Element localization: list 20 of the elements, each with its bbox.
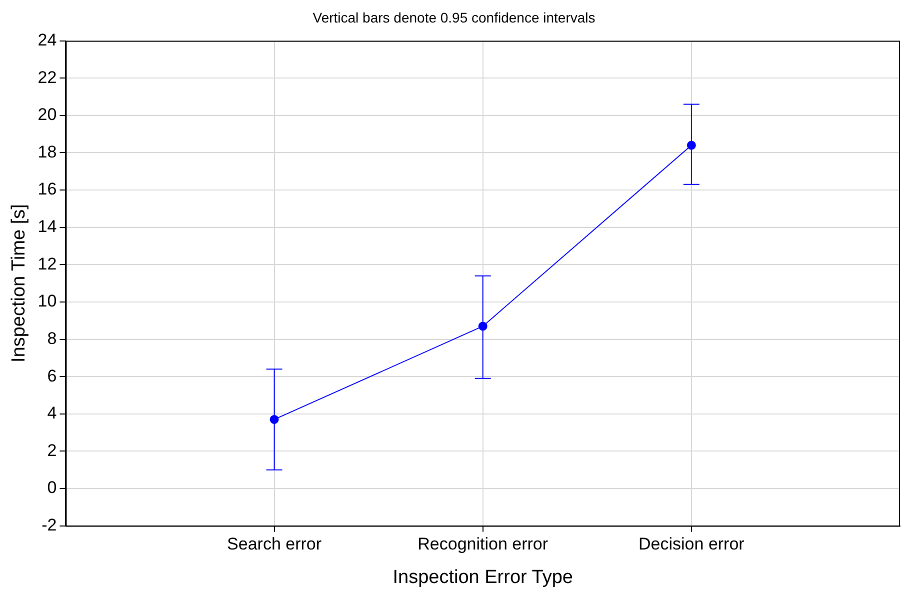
x-tick-label: Search error — [227, 534, 322, 554]
x-axis-title: Inspection Error Type — [392, 566, 573, 588]
x-tick-label: Recognition error — [418, 534, 548, 554]
y-tick-label: 8 — [47, 328, 57, 348]
chart-title: Vertical bars denote 0.95 confidence intervals — [312, 9, 596, 26]
y-tick-label: 22 — [38, 68, 57, 87]
y-tick-label: 10 — [38, 292, 57, 311]
y-tick-label: 4 — [47, 404, 57, 423]
y-axis-title: Inspection Time [s] — [8, 204, 30, 363]
y-tick-label: 24 — [38, 30, 57, 50]
y-tick-label: 14 — [38, 217, 57, 236]
y-tick-label: 18 — [38, 142, 57, 162]
y-tick-label: 12 — [38, 254, 57, 274]
x-tick-label: Decision error — [638, 534, 745, 554]
y-tick-label: 16 — [38, 180, 57, 199]
y-tick-label: 0 — [47, 478, 57, 498]
y-tick-label: 2 — [47, 440, 57, 460]
y-tick-label: 6 — [47, 366, 57, 386]
y-tick-label: -2 — [42, 515, 57, 534]
y-tick-label: 20 — [38, 105, 57, 124]
